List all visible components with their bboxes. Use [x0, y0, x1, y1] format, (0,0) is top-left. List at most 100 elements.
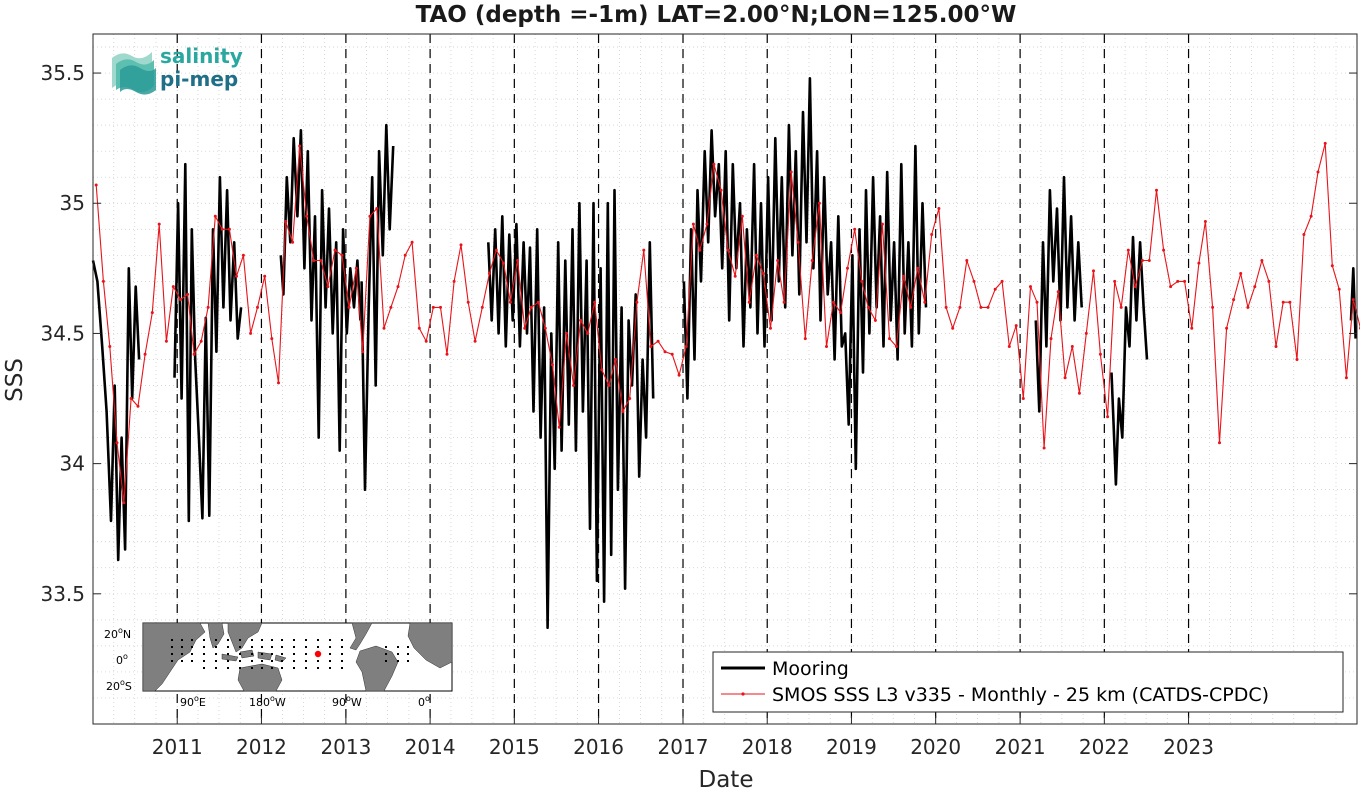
inset-station-dot	[385, 653, 387, 655]
smos-point	[628, 397, 632, 400]
x-tick-label: 2014	[405, 735, 456, 759]
inset-station-dot	[397, 653, 399, 655]
smos-point	[396, 285, 400, 289]
smos-point	[677, 373, 681, 377]
inset-station-dot	[171, 639, 173, 641]
smos-point	[445, 352, 449, 356]
smos-point	[241, 253, 245, 257]
smos-point	[487, 272, 491, 275]
inset-station-dot	[203, 660, 205, 662]
smos-point	[1295, 358, 1299, 361]
smos-point	[888, 337, 891, 341]
x-axis-ticks: 2011 2012 2013 2014 2015 2016 2017 2018 2019 2020…	[152, 716, 1214, 759]
y-tick-label: 34	[60, 452, 85, 476]
x-tick-label: 2017	[658, 735, 709, 759]
inset-station-dot	[317, 667, 319, 669]
smos-point	[382, 326, 386, 330]
smos-point	[691, 222, 695, 226]
smos-point	[108, 345, 112, 348]
smos-point	[186, 292, 190, 296]
inset-station-dot	[261, 660, 263, 662]
inset-station-dot	[385, 660, 387, 662]
smos-point	[1056, 290, 1060, 294]
smos-point	[600, 368, 604, 372]
smos-point	[825, 345, 828, 348]
smos-point	[115, 441, 119, 445]
smos-point	[122, 501, 126, 505]
smos-point	[263, 274, 267, 278]
inset-station-dot	[385, 646, 387, 648]
inset-station-dot	[251, 646, 253, 648]
inset-station-dot	[305, 667, 307, 669]
smos-point	[206, 305, 210, 309]
smos-point	[1176, 279, 1180, 283]
inset-station-dot	[341, 667, 343, 669]
inset-station-dot	[281, 639, 283, 641]
inset-station-dot	[251, 660, 253, 662]
mooring-line-segment	[487, 188, 655, 630]
smos-point	[930, 233, 934, 236]
inset-station-dot	[261, 667, 263, 669]
smos-point	[473, 339, 477, 343]
inset-station-dot	[227, 660, 229, 662]
inset-station-dot	[397, 646, 399, 648]
mooring-line-segment	[1034, 175, 1083, 413]
smos-point	[1084, 331, 1088, 335]
y-axis-ticks: 33.5 34 34.5 35 35.5	[40, 61, 1357, 606]
smos-point	[410, 240, 414, 244]
smos-point	[902, 274, 906, 278]
inset-station-dot	[317, 639, 319, 641]
smos-point	[256, 305, 259, 309]
smos-point	[1302, 233, 1306, 236]
smos-point	[439, 305, 442, 309]
smos-point	[803, 337, 807, 341]
inset-station-dot	[341, 646, 343, 648]
smos-point	[326, 285, 330, 289]
smos-point	[894, 345, 898, 348]
inset-station-dot	[329, 646, 331, 648]
inset-station-dot	[329, 660, 331, 662]
legend: Mooring SMOS SSS L3 v335 - Monthly - 25 …	[712, 651, 1344, 713]
legend-mooring-label: Mooring	[772, 658, 849, 680]
smos-point	[101, 279, 105, 283]
smos-point	[909, 305, 913, 309]
smos-point	[220, 227, 224, 231]
smos-point	[298, 144, 302, 148]
smos-point	[1323, 141, 1327, 145]
smos-point	[810, 259, 814, 262]
inset-station-dot	[317, 646, 319, 648]
mooring-line-segment	[682, 77, 928, 471]
smos-point	[143, 352, 147, 356]
inset-station-dot	[271, 660, 273, 662]
smos-point	[1155, 188, 1158, 192]
inset-station-dot	[215, 660, 217, 662]
inset-lon-label-90w: 90oW	[332, 694, 362, 709]
legend-smos-marker	[741, 692, 745, 696]
inset-station-dot	[305, 660, 307, 662]
inset-station-dot	[203, 667, 205, 669]
smos-point	[284, 220, 288, 223]
smos-point	[375, 207, 379, 210]
smos-point	[712, 162, 716, 166]
smos-point	[937, 207, 941, 210]
smos-point	[199, 339, 203, 343]
inset-map-stations	[171, 639, 409, 669]
smos-point	[1021, 397, 1025, 400]
smos-point	[550, 363, 554, 367]
x-tick-label: 2012	[236, 735, 287, 759]
inset-map: 20oN 0o 20oS 90oE 180oW 90oW 0o	[104, 622, 453, 709]
smos-point	[733, 274, 737, 278]
smos-point	[333, 248, 337, 252]
inset-station-dot	[251, 653, 253, 655]
smos-point	[291, 240, 295, 244]
smos-point	[817, 201, 821, 205]
smos-point	[235, 274, 238, 278]
smos-point	[1042, 446, 1046, 450]
inset-station-dot	[191, 639, 193, 641]
inset-station-dot	[281, 660, 283, 662]
smos-point	[740, 214, 744, 218]
smos-point	[635, 300, 639, 304]
smos-point	[1239, 272, 1243, 275]
inset-station-dot	[261, 646, 263, 648]
x-tick-label: 2011	[152, 735, 203, 759]
